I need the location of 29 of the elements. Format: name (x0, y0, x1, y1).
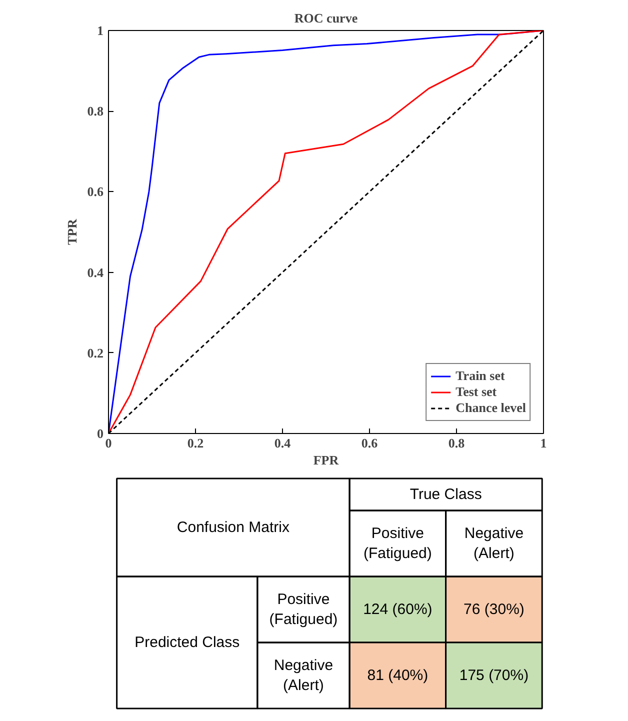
legend-label: Train set (456, 368, 505, 384)
text: 175 (70%) (459, 667, 529, 684)
y-tick-label: 0.2 (87, 345, 104, 360)
text: Predicted Class (134, 634, 240, 651)
category-label: Negative (Alert) (274, 656, 334, 694)
legend-label: Test set (456, 384, 497, 400)
line-series (108, 30, 544, 434)
x-tick-label: 0.8 (448, 436, 466, 450)
legend-label: Chance level (456, 400, 526, 416)
text: True Class (410, 486, 482, 503)
y-tick-label: 0.4 (87, 264, 104, 280)
x-tick-label: 1 (540, 436, 547, 450)
category-label: Positive (Fatigued) (364, 524, 432, 562)
text: 124 (60%) (363, 601, 432, 618)
category-label: Positive (Fatigued) (269, 590, 338, 628)
y-tick-label: 1 (97, 23, 104, 38)
chart-title: ROC curve (294, 10, 358, 26)
category-label: Negative (Alert) (464, 524, 524, 562)
text: 76 (30%) (464, 601, 524, 618)
y-tick-label: 0.8 (87, 104, 104, 119)
y-tick-label: 0.6 (87, 184, 104, 200)
x-tick-label: 0.2 (187, 436, 204, 450)
text: 81 (40%) (367, 667, 428, 684)
y-tick-label: 0 (97, 426, 104, 441)
x-tick-label: 0.6 (361, 436, 378, 450)
x-axis-title: FPR (313, 452, 340, 468)
x-tick-label: 0.4 (274, 436, 292, 450)
y-axis-title: TPR (64, 218, 80, 245)
text: Confusion Matrix (176, 519, 290, 536)
